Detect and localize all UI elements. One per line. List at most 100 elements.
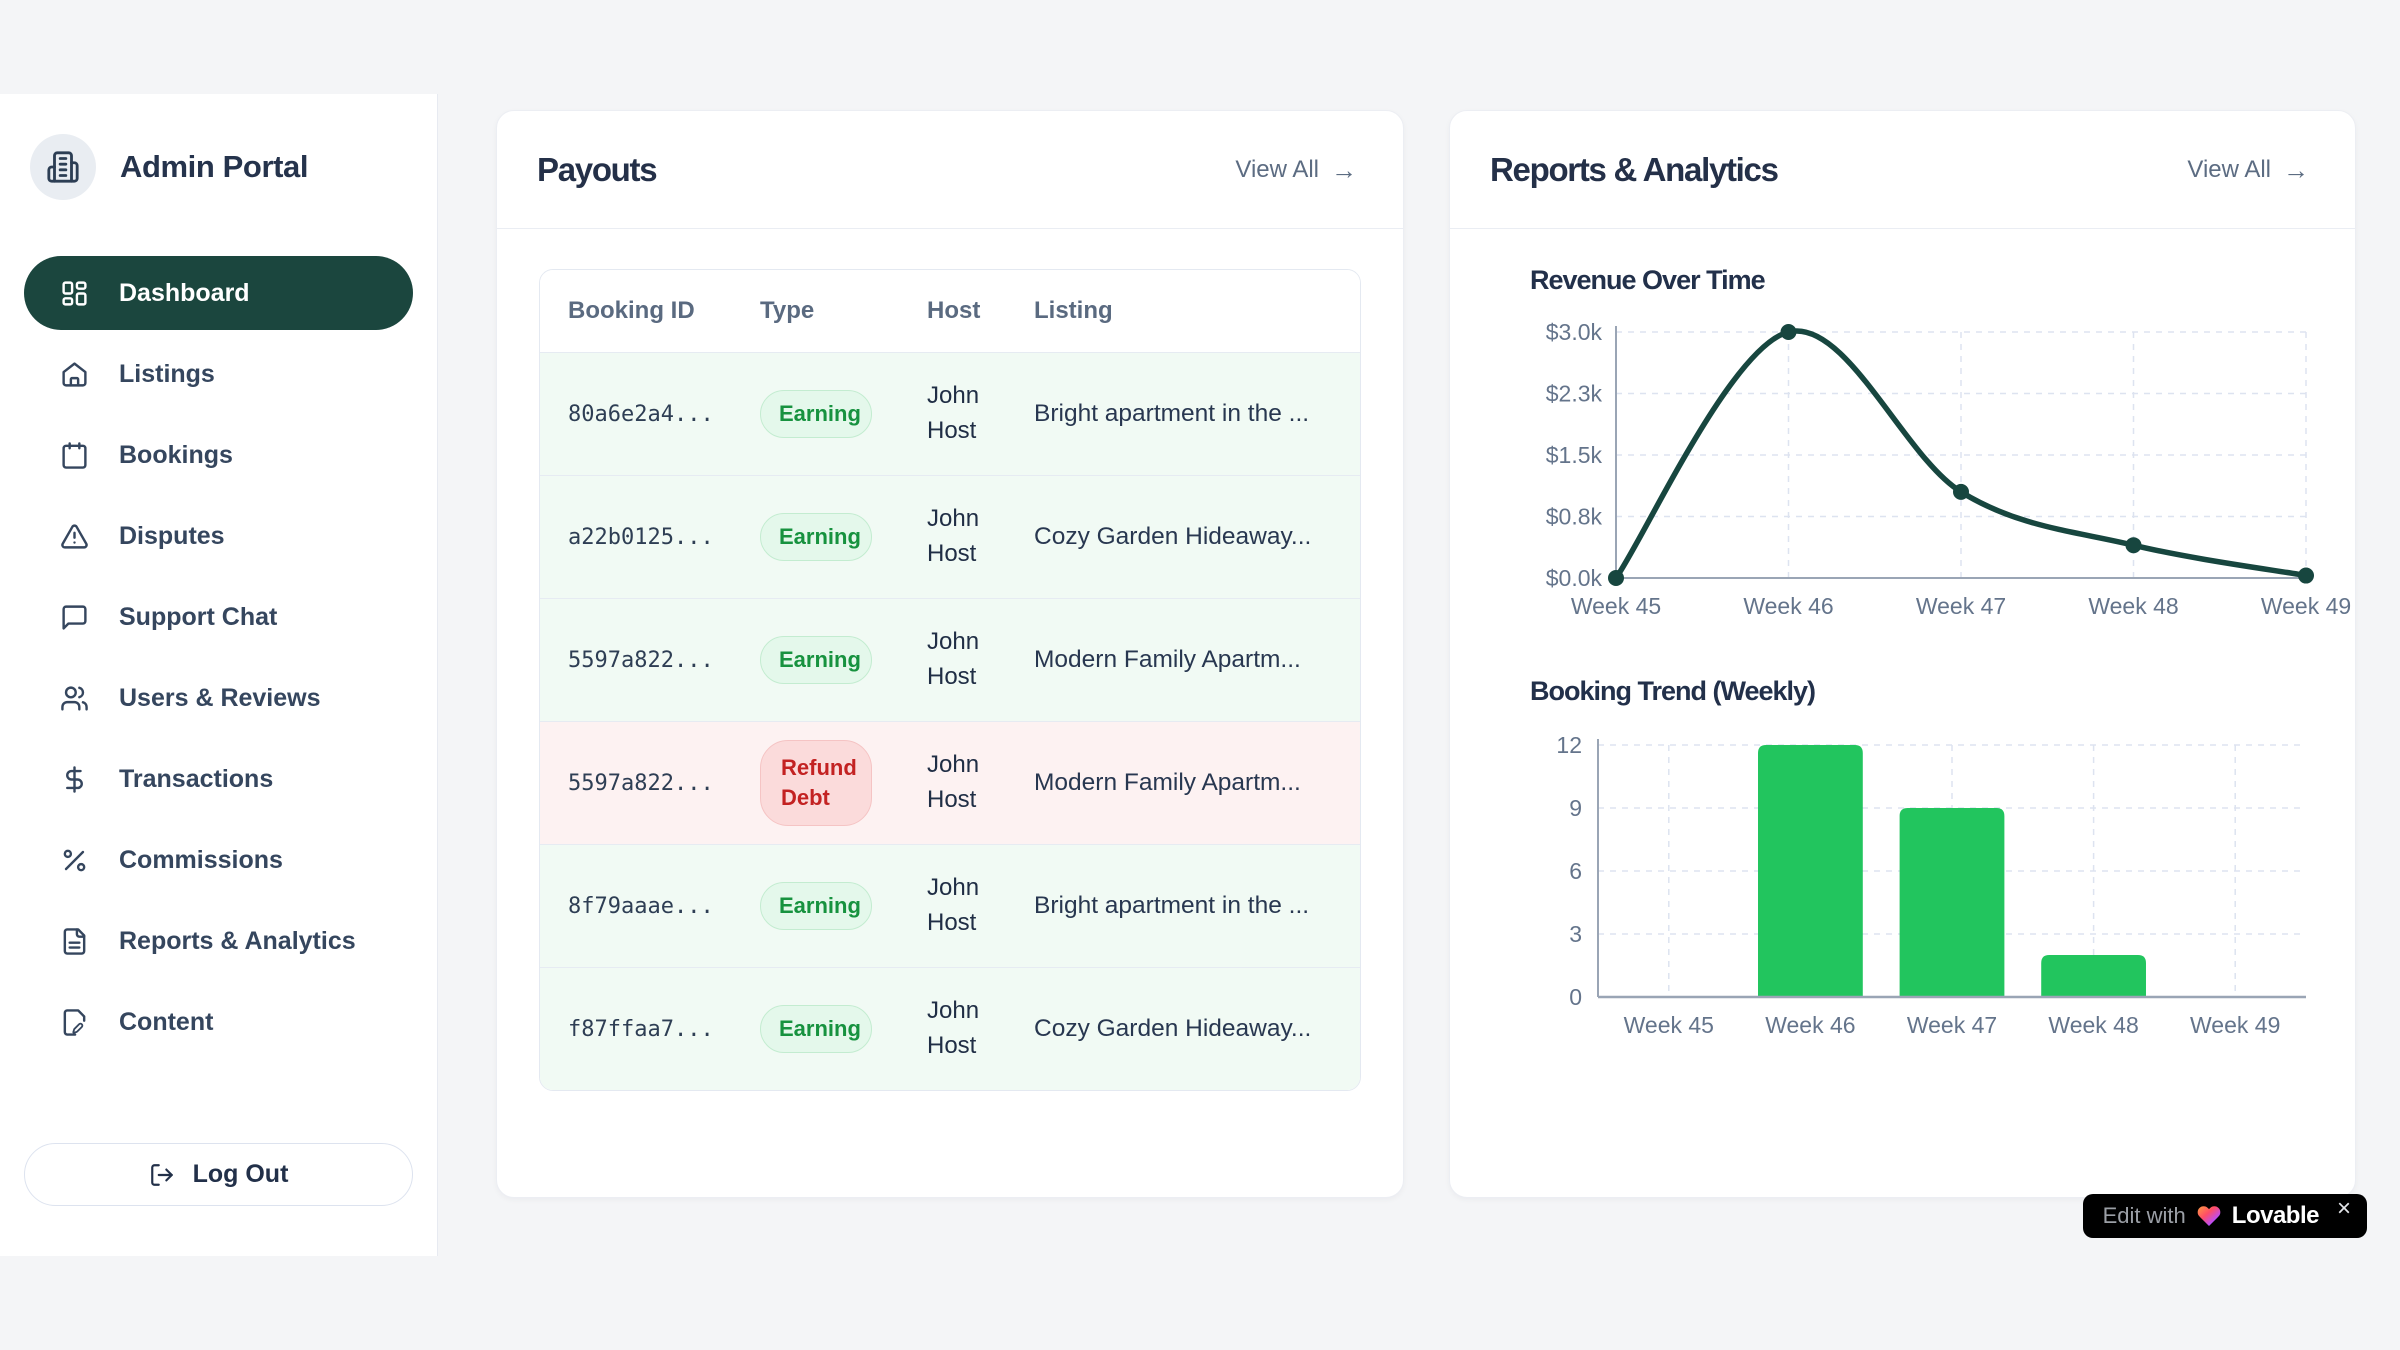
lovable-brand-label: Lovable	[2231, 1202, 2320, 1229]
listing-cell: Cozy Garden Hideaway...	[1034, 523, 1312, 550]
arrow-right-icon: →	[2283, 154, 2309, 185]
lovable-heart-icon	[2196, 1203, 2222, 1229]
host-cell: John Host	[927, 997, 980, 1059]
svg-text:9: 9	[1569, 795, 1582, 821]
booking-id-cell: 5597a822...	[568, 770, 714, 796]
table-row[interactable]: 80a6e2a4... Earning John Host Bright apa…	[540, 352, 1360, 475]
host-cell: John Host	[927, 505, 980, 567]
booking-id-cell: 80a6e2a4...	[568, 401, 714, 427]
sidebar-item-label: Bookings	[119, 440, 233, 469]
dollar-sign-icon	[60, 765, 89, 794]
svg-text:$0.0k: $0.0k	[1546, 565, 1603, 591]
sidebar-item-listings[interactable]: Listings	[24, 337, 413, 411]
reports-view-all-link[interactable]: View All →	[2187, 156, 2309, 184]
type-badge: Earning	[760, 513, 872, 561]
payouts-view-all-link[interactable]: View All →	[1235, 156, 1357, 184]
listing-cell: Bright apartment in the ...	[1034, 892, 1310, 919]
listing-cell: Modern Family Apartm...	[1034, 646, 1301, 673]
sidebar: Admin Portal Dashboard Listings Bookings…	[0, 94, 438, 1256]
payouts-table: Booking ID Type Host Listing 80a6e2a4...…	[539, 269, 1361, 1091]
table-row[interactable]: a22b0125... Earning John Host Cozy Garde…	[540, 475, 1360, 598]
log-out-button[interactable]: Log Out	[24, 1143, 413, 1206]
booking-trend-chart-box: 0 3 6 9 12 Week 45 Week 46 Week 47 Week 48 Week 4…	[1528, 725, 2307, 1060]
booking-id-cell: 8f79aaae...	[568, 893, 714, 919]
sidebar-item-label: Reports & Analytics	[119, 926, 356, 955]
arrow-right-icon: →	[1331, 154, 1357, 185]
payouts-title: Payouts	[537, 150, 658, 188]
reports-body: Revenue Over Time $0.0k $0.8k $1.5k $2.3k $3…	[1450, 229, 2355, 1060]
svg-text:6: 6	[1569, 858, 1582, 884]
host-cell: John Host	[927, 751, 980, 813]
sidebar-item-disputes[interactable]: Disputes	[24, 499, 413, 573]
revenue-chart-box: $0.0k $0.8k $1.5k $2.3k $3.0k Week 45 Week 46 W…	[1528, 314, 2351, 624]
sidebar-item-label: Commissions	[119, 845, 283, 874]
listing-cell: Cozy Garden Hideaway...	[1034, 1015, 1312, 1042]
edit-with-lovable-badge[interactable]: Edit with Lovable ×	[2082, 1194, 2367, 1238]
alert-triangle-icon	[60, 522, 89, 551]
svg-text:Week 45: Week 45	[1624, 1012, 1714, 1038]
column-header-booking-id: Booking ID	[568, 297, 695, 324]
booking-trend-chart-title: Booking Trend (Weekly)	[1530, 676, 1816, 706]
table-row[interactable]: f87ffaa7... Earning John Host Cozy Garde…	[540, 967, 1360, 1090]
sidebar-item-label: Support Chat	[119, 602, 278, 631]
file-text-icon	[60, 927, 89, 956]
lovable-prefix-label: Edit with	[2102, 1203, 2186, 1228]
svg-text:3: 3	[1569, 921, 1582, 947]
reports-analytics-card: Reports & Analytics View All → Revenue O…	[1449, 110, 2356, 1198]
revenue-chart-title: Revenue Over Time	[1530, 265, 1766, 295]
payouts-table-header: Booking ID Type Host Listing	[540, 270, 1360, 352]
booking-trend-bar-chart: 0 3 6 9 12 Week 45 Week 46 Week 47 Week 48 Week 4…	[1556, 732, 2306, 1038]
svg-text:$3.0k: $3.0k	[1546, 319, 1603, 345]
table-row[interactable]: 5597a822... Refund Debt John Host Modern…	[540, 721, 1360, 844]
svg-text:Week 46: Week 46	[1743, 593, 1833, 619]
host-cell: John Host	[927, 628, 980, 690]
sidebar-item-label: Disputes	[119, 521, 225, 550]
svg-text:0: 0	[1569, 984, 1582, 1010]
svg-text:Week 47: Week 47	[1916, 593, 2006, 619]
type-badge: Earning	[760, 390, 872, 438]
column-header-type: Type	[760, 297, 815, 324]
host-cell: John Host	[927, 874, 980, 936]
table-row[interactable]: 5597a822... Earning John Host Modern Fam…	[540, 598, 1360, 721]
sidebar-item-label: Content	[119, 1007, 214, 1036]
svg-text:$2.3k: $2.3k	[1546, 381, 1603, 407]
percent-icon	[60, 846, 89, 875]
log-out-icon	[149, 1162, 175, 1188]
layout-dashboard-icon	[60, 279, 89, 308]
type-badge: Refund Debt	[760, 740, 872, 826]
reports-card-header: Reports & Analytics View All →	[1450, 111, 2355, 229]
home-icon	[60, 360, 89, 389]
svg-text:12: 12	[1556, 732, 1582, 758]
svg-text:$0.8k: $0.8k	[1546, 504, 1603, 530]
svg-text:Week 49: Week 49	[2261, 593, 2351, 619]
svg-text:$1.5k: $1.5k	[1546, 442, 1603, 468]
file-pen-icon	[60, 1008, 89, 1037]
svg-text:Week 49: Week 49	[2190, 1012, 2280, 1038]
booking-id-cell: a22b0125...	[568, 524, 714, 550]
table-row[interactable]: 8f79aaae... Earning John Host Bright apa…	[540, 844, 1360, 967]
svg-text:Week 47: Week 47	[1907, 1012, 1997, 1038]
column-header-host: Host	[927, 297, 981, 324]
listing-cell: Bright apartment in the ...	[1034, 400, 1310, 427]
view-all-label: View All	[1235, 155, 1319, 183]
sidebar-item-transactions[interactable]: Transactions	[24, 742, 413, 816]
reports-title: Reports & Analytics	[1490, 150, 1779, 188]
sidebar-item-bookings[interactable]: Bookings	[24, 418, 413, 492]
type-badge: Earning	[760, 882, 872, 930]
sidebar-item-support-chat[interactable]: Support Chat	[24, 580, 413, 654]
close-icon[interactable]: ×	[2336, 1195, 2351, 1222]
sidebar-item-label: Listings	[119, 359, 215, 388]
sidebar-item-label: Dashboard	[119, 278, 250, 307]
sidebar-item-dashboard[interactable]: Dashboard	[24, 256, 413, 330]
app-title: Admin Portal	[120, 149, 309, 184]
sidebar-item-reports-analytics[interactable]: Reports & Analytics	[24, 904, 413, 978]
sidebar-item-commissions[interactable]: Commissions	[24, 823, 413, 897]
sidebar-item-content[interactable]: Content	[24, 985, 413, 1059]
revenue-line-chart: $0.0k $0.8k $1.5k $2.3k $3.0k Week 45 Week 46 W…	[1546, 319, 2351, 619]
sidebar-item-users-reviews[interactable]: Users & Reviews	[24, 661, 413, 735]
svg-text:Week 45: Week 45	[1571, 593, 1661, 619]
booking-id-cell: 5597a822...	[568, 647, 714, 673]
svg-text:Week 48: Week 48	[2048, 1012, 2138, 1038]
sidebar-item-label: Users & Reviews	[119, 683, 321, 712]
column-header-listing: Listing	[1034, 297, 1113, 324]
